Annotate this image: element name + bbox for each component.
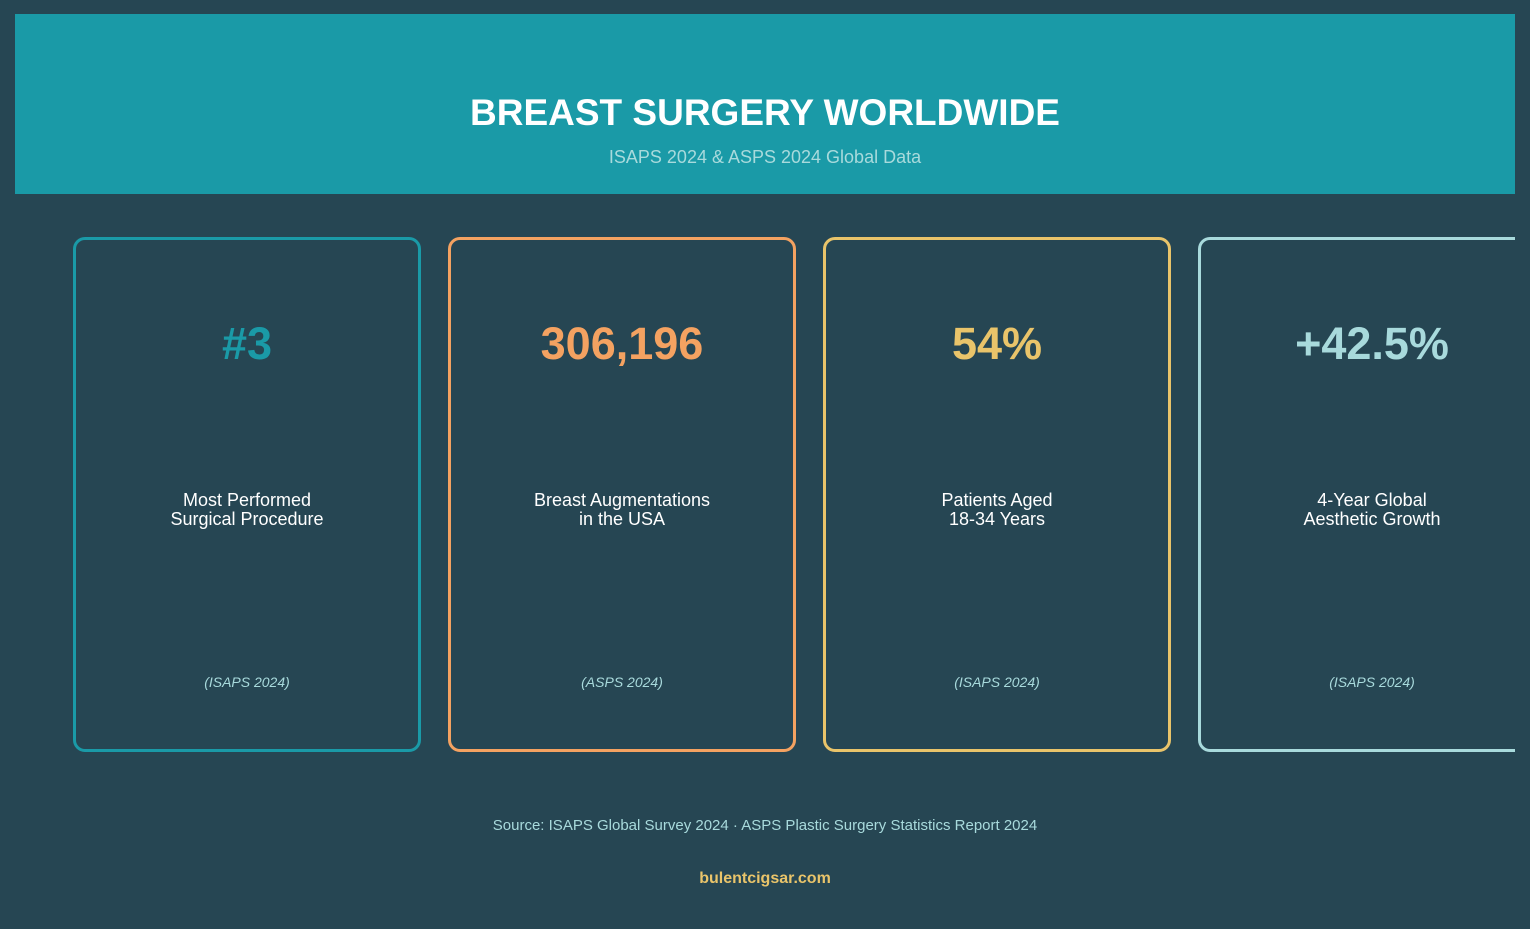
stat-value: #3 <box>221 318 273 369</box>
stat-label: Breast Augmentations in the USA <box>451 491 793 529</box>
stat-card-augmentations: 306,196 Breast Augmentations in the USA … <box>448 237 796 752</box>
source-note: Source: ISAPS Global Survey 2024 · ASPS … <box>492 817 1038 834</box>
stat-source: (ISAPS 2024) <box>954 674 1040 690</box>
stat-label: Patients Aged 18-34 Years <box>826 491 1168 529</box>
stat-card-growth: +42.5% 4-Year Global Aesthetic Growth (I… <box>1198 237 1515 752</box>
stat-source: (ISAPS 2024) <box>1329 674 1415 690</box>
stat-label-line: Aesthetic Growth <box>1303 509 1441 529</box>
stat-source: (ASPS 2024) <box>581 674 663 690</box>
stat-label-line: Most Performed <box>182 490 312 510</box>
stat-card-procedure-rank: #3 Most Performed Surgical Procedure (IS… <box>73 237 421 752</box>
stat-label: 4-Year Global Aesthetic Growth <box>1201 491 1530 529</box>
stat-label-line: Surgical Procedure <box>170 509 324 529</box>
header-banner: BREAST SURGERY WORLDWIDE ISAPS 2024 & AS… <box>15 14 1515 194</box>
stat-label-line: in the USA <box>578 509 666 529</box>
stat-label-line: 4-Year Global <box>1317 490 1427 510</box>
stat-label-line: Breast Augmentations <box>533 490 711 510</box>
stat-value: +42.5% <box>1295 318 1449 369</box>
stat-value: 54% <box>951 318 1043 369</box>
stat-source: (ISAPS 2024) <box>204 674 290 690</box>
stat-label: Most Performed Surgical Procedure <box>76 491 418 529</box>
stat-label-line: 18-34 Years <box>948 509 1046 529</box>
page-title: BREAST SURGERY WORLDWIDE <box>470 92 1060 133</box>
stat-card-patient-age: 54% Patients Aged 18-34 Years (ISAPS 202… <box>823 237 1171 752</box>
site-credit: bulentcigsar.com <box>699 870 831 887</box>
stat-label-line: Patients Aged <box>941 490 1053 510</box>
page-subtitle: ISAPS 2024 & ASPS 2024 Global Data <box>608 147 922 167</box>
stat-value: 306,196 <box>540 318 704 369</box>
